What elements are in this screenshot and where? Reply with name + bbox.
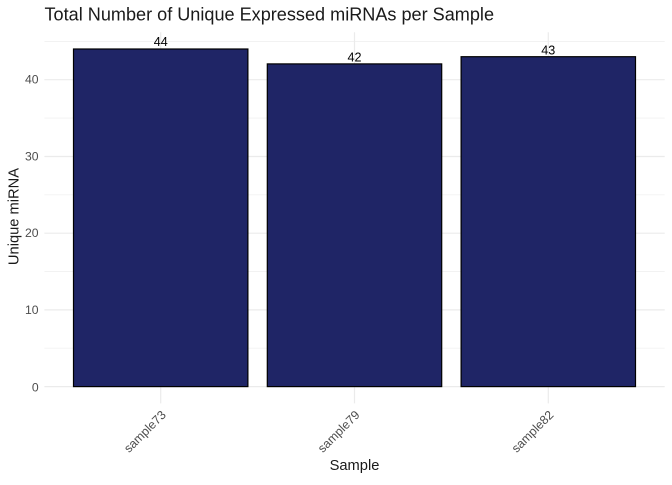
svg-text:40: 40	[25, 73, 39, 87]
svg-text:44: 44	[154, 35, 168, 49]
svg-text:30: 30	[25, 150, 39, 164]
svg-text:43: 43	[541, 43, 555, 57]
svg-text:Sample: Sample	[330, 458, 380, 474]
svg-text:42: 42	[347, 51, 361, 65]
svg-text:Unique miRNA: Unique miRNA	[7, 168, 23, 265]
svg-text:0: 0	[32, 380, 39, 394]
svg-text:20: 20	[25, 226, 39, 240]
svg-text:Total Number of Unique Express: Total Number of Unique Expressed miRNAs …	[45, 5, 495, 25]
svg-text:10: 10	[25, 303, 39, 317]
